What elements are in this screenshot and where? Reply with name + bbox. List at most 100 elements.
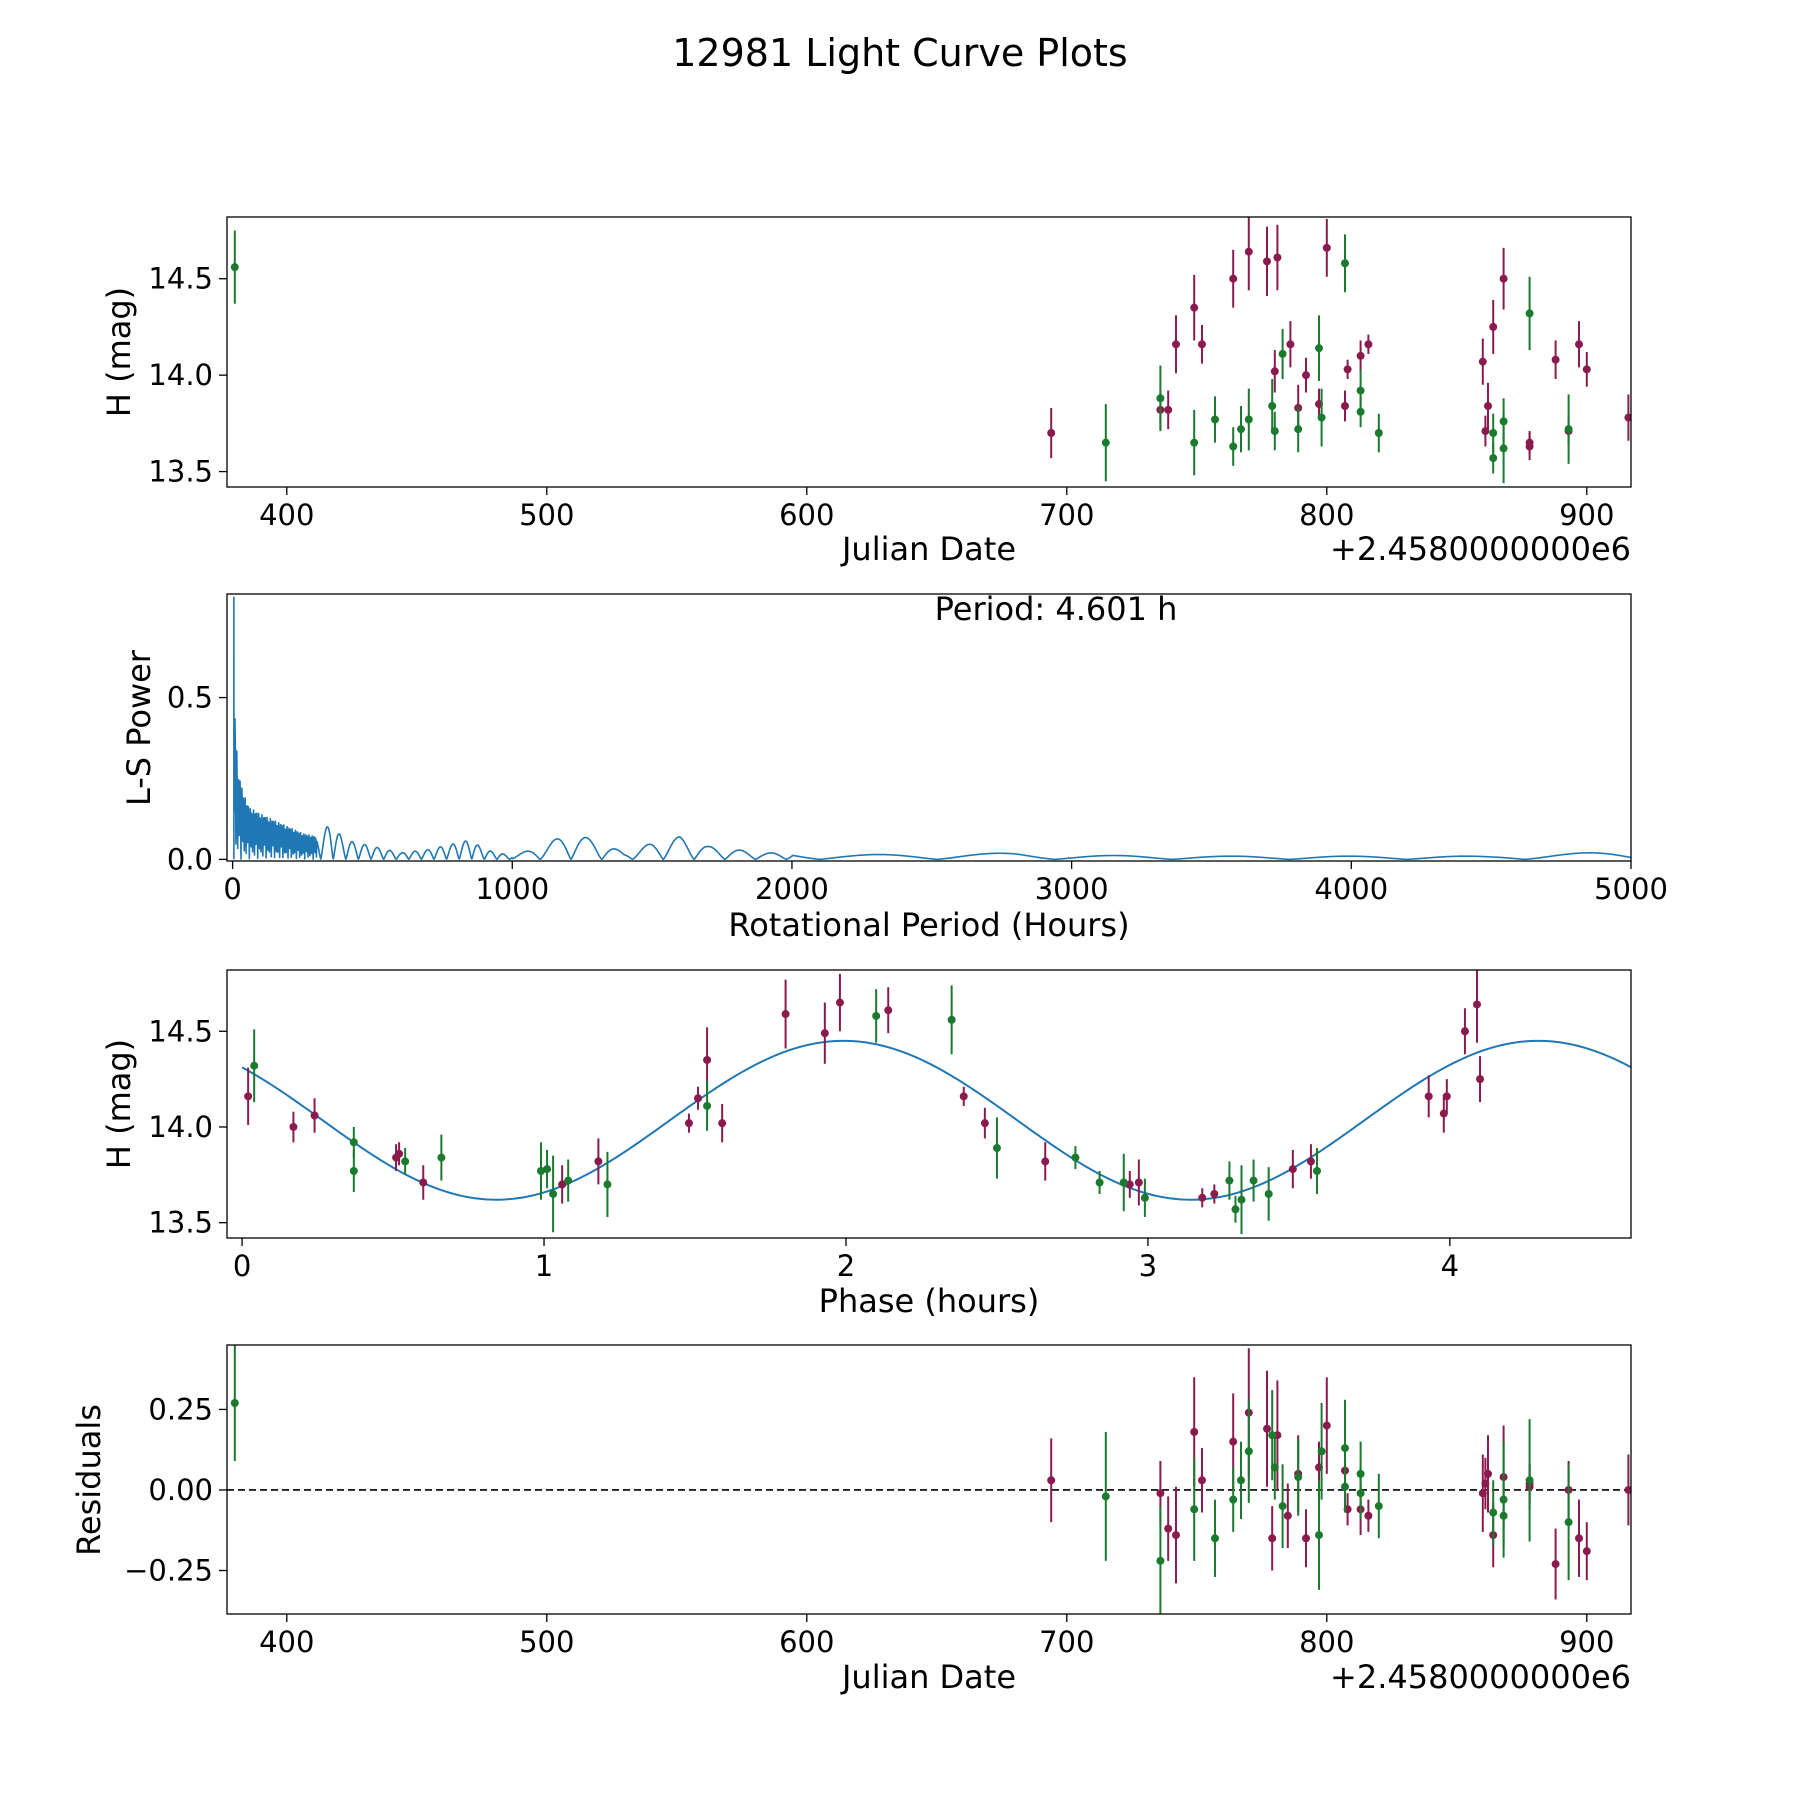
periodogram-xtick-label: 0 [223, 872, 241, 906]
residuals-xtick-label: 600 [779, 1625, 834, 1659]
sinusoid-fit-line [241, 1039, 1631, 1201]
data-point [230, 1398, 239, 1407]
data-point [349, 1138, 358, 1147]
data-point [1190, 1427, 1199, 1436]
data-point [1312, 1167, 1321, 1175]
data-point [1302, 1534, 1310, 1543]
data-point [1343, 365, 1352, 374]
periodogram-xtick-label: 5000 [1594, 872, 1668, 906]
residuals-xtick-label: 900 [1559, 1625, 1614, 1659]
data-point [1473, 1000, 1482, 1009]
data-point [718, 1119, 727, 1128]
data-point [1229, 274, 1238, 283]
residuals-axes-frame [226, 1344, 1632, 1615]
residuals-ytick-label: −0.25 [124, 1554, 213, 1588]
lightcurve-xtick-label: 900 [1559, 498, 1614, 532]
data-point [1249, 1176, 1258, 1185]
periodogram-xlabel: Rotational Period (Hours) [728, 906, 1129, 944]
periodogram-xtick-label: 1000 [475, 872, 549, 906]
residuals-plot-area [227, 1345, 1631, 1614]
residuals-xtick-label: 800 [1299, 1625, 1354, 1659]
phased-xtick-label: 0 [233, 1249, 251, 1283]
data-point [872, 1011, 881, 1020]
data-point [1322, 1421, 1331, 1430]
data-point [1156, 1556, 1165, 1565]
data-point [1306, 1157, 1315, 1166]
residuals-filter-g-series [230, 1345, 1573, 1614]
phased-filter-g-series [250, 985, 1321, 1235]
data-point [1302, 371, 1310, 380]
figure-title: 12981 Light Curve Plots [672, 31, 1127, 75]
data-point [884, 1006, 893, 1015]
lightcurve-plot-area [230, 217, 1631, 484]
data-point [250, 1061, 259, 1070]
data-point [395, 1149, 404, 1158]
data-point [1525, 1476, 1534, 1485]
data-point [564, 1176, 573, 1185]
data-point [1356, 386, 1365, 395]
data-point [1424, 1092, 1433, 1101]
data-point [310, 1111, 319, 1120]
data-point [1286, 340, 1295, 349]
data-point [1264, 1189, 1273, 1198]
lightcurve-xtick-label: 400 [259, 498, 314, 532]
data-point [1489, 322, 1498, 331]
lightcurve-ytick-label: 14.5 [148, 262, 213, 296]
lightcurve-xtick-label: 800 [1299, 498, 1354, 532]
data-point [1582, 1547, 1591, 1556]
data-point [1198, 1193, 1207, 1202]
data-point [1164, 405, 1173, 414]
data-point [1244, 247, 1253, 256]
data-point [419, 1178, 428, 1187]
data-point [1489, 429, 1498, 437]
data-point [1263, 257, 1271, 266]
residuals-ticks: 400 500 600 700 800 900 −0.25 0.00 0.25 [124, 1392, 1614, 1659]
data-point [1237, 425, 1245, 434]
phased-ytick-label: 14.5 [148, 1014, 213, 1048]
data-point [703, 1055, 712, 1064]
data-point [1315, 1531, 1323, 1540]
data-point [1439, 1109, 1448, 1118]
phased-axes-frame [226, 969, 1632, 1239]
data-point [1198, 1476, 1206, 1485]
residuals-marks [227, 1345, 1631, 1614]
periodogram-panel: 0 1000 2000 3000 4000 5000 0.0 0.5 Period: 4.60… [120, 590, 1668, 944]
data-point [1499, 274, 1508, 283]
data-point [594, 1157, 603, 1166]
data-point [1278, 1502, 1287, 1511]
data-point [1119, 1178, 1128, 1187]
periodogram-xtick-label: 2000 [755, 872, 829, 906]
data-point [1364, 1511, 1373, 1520]
periodogram-axes-frame [226, 593, 1632, 862]
data-point [1317, 413, 1326, 422]
lightcurve-panel: 400 500 600 700 800 900 13.5 14.0 14.5 Julian Da… [100, 216, 1632, 568]
data-point [1499, 444, 1508, 453]
data-point [1564, 1518, 1573, 1527]
residuals-offset-text: +2.4580000000e6 [1330, 1658, 1631, 1696]
phased-ticks: 0 1 2 3 4 13.5 14.0 14.5 [148, 1014, 1459, 1283]
lightcurve-ylabel: H (mag) [100, 287, 138, 417]
data-point [1041, 1157, 1050, 1166]
data-point [230, 263, 239, 272]
data-point [694, 1094, 703, 1103]
data-point [992, 1144, 1001, 1153]
data-point [1270, 427, 1279, 436]
data-point [1172, 340, 1180, 349]
residuals-xtick-label: 700 [1039, 1625, 1094, 1659]
data-point [947, 1015, 956, 1024]
data-point [1268, 1534, 1277, 1543]
data-point [1047, 429, 1056, 437]
phased-xlabel: Phase (hours) [819, 1282, 1040, 1320]
data-point [1210, 1189, 1219, 1198]
data-point [1283, 1511, 1292, 1520]
data-point [1190, 438, 1199, 447]
data-point [289, 1122, 298, 1131]
data-point [603, 1180, 612, 1189]
data-point [1525, 442, 1534, 451]
data-point [1156, 1489, 1165, 1498]
data-point [1047, 1476, 1056, 1485]
data-point [1624, 1485, 1631, 1494]
residuals-ytick-label: 0.25 [148, 1392, 213, 1426]
data-point [1624, 413, 1631, 422]
